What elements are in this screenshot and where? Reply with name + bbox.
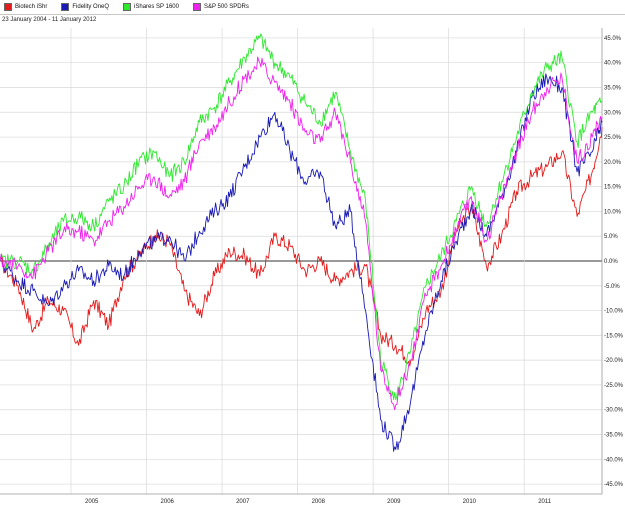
series-line-3 xyxy=(0,56,603,411)
y-tick-label: -40.0% xyxy=(604,457,624,463)
y-tick-label: -45.0% xyxy=(604,482,624,488)
legend: Biotech iShr Fidelity OneQ iShares SP 16… xyxy=(0,0,625,15)
x-tick-label: 2011 xyxy=(538,499,552,505)
x-tick-label: 2006 xyxy=(161,499,175,505)
y-tick-label: 10.0% xyxy=(604,209,622,215)
y-tick-label: -15.0% xyxy=(604,333,624,339)
y-tick-label: 35.0% xyxy=(604,85,622,91)
legend-swatch-ishares xyxy=(123,3,132,11)
x-tick-label: 2005 xyxy=(85,499,99,505)
legend-item-biotech[interactable]: Biotech iShr xyxy=(4,3,47,11)
legend-label-fidelity: Fidelity OneQ xyxy=(72,4,110,10)
legend-swatch-spdr xyxy=(192,3,201,11)
y-tick-label: -25.0% xyxy=(604,383,624,389)
series-line-0 xyxy=(0,127,603,367)
y-tick-label: -5.0% xyxy=(604,284,620,290)
legend-swatch-fidelity xyxy=(61,3,70,11)
legend-label-ishares: iShares SP 1600 xyxy=(134,4,179,10)
y-tick-label: 45.0% xyxy=(604,36,622,42)
y-tick-label: 5.0% xyxy=(604,234,618,240)
x-tick-label: 2008 xyxy=(312,499,326,505)
series-line-2 xyxy=(0,33,603,401)
y-tick-label: 30.0% xyxy=(604,110,622,116)
legend-label-biotech: Biotech iShr xyxy=(15,4,48,10)
legend-item-spdr[interactable]: S&P 500 SPDRs xyxy=(192,3,249,11)
x-tick-label: 2010 xyxy=(463,499,477,505)
y-tick-label: 25.0% xyxy=(604,135,622,141)
y-tick-label: 0.0% xyxy=(604,259,618,265)
x-tick-label: 2007 xyxy=(236,499,250,505)
y-tick-label: 40.0% xyxy=(604,61,622,67)
date-range-label: 23 January 2004 - 11 January 2012 xyxy=(2,17,97,23)
y-tick-label: 20.0% xyxy=(604,160,622,166)
y-tick-label: -10.0% xyxy=(604,309,624,315)
y-tick-label: -30.0% xyxy=(604,408,624,414)
legend-swatch-biotech xyxy=(4,3,12,11)
y-tick-label: -35.0% xyxy=(604,433,624,439)
legend-item-ishares[interactable]: iShares SP 1600 xyxy=(123,3,179,11)
legend-item-fidelity[interactable]: Fidelity OneQ xyxy=(61,3,109,11)
x-tick-label: 2009 xyxy=(387,499,401,505)
y-tick-label: -20.0% xyxy=(604,358,624,364)
legend-label-spdr: S&P 500 SPDRs xyxy=(203,4,249,10)
series-line-1 xyxy=(0,73,603,452)
y-tick-label: 15.0% xyxy=(604,185,622,191)
